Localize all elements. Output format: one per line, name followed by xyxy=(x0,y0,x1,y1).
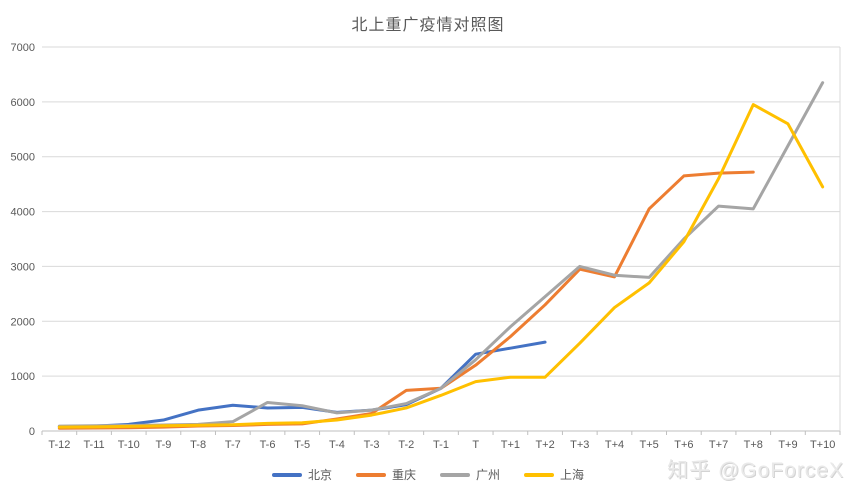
x-axis-tick-label: T-6 xyxy=(260,439,276,451)
x-axis-tick-label: T+1 xyxy=(501,439,520,451)
legend-item-chongqing: 重庆 xyxy=(355,466,416,483)
x-axis-tick-label: T+3 xyxy=(570,439,589,451)
x-axis-tick-label: T-8 xyxy=(190,439,206,451)
x-axis-tick-label: T+5 xyxy=(640,439,659,451)
legend-item-shanghai: 上海 xyxy=(524,466,584,483)
x-axis-tick-label: T-9 xyxy=(155,439,171,451)
series-line-chongqing xyxy=(57,170,755,430)
x-axis-tick-label: T-3 xyxy=(364,439,380,451)
legend-item-beijing: 北京 xyxy=(271,466,332,483)
series-line-beijing xyxy=(57,340,547,429)
x-axis-tick-label: T+9 xyxy=(778,439,797,451)
x-axis-tick-label: T-1 xyxy=(433,439,449,451)
chart-legend: 北京 重庆 广州 上海 xyxy=(0,466,856,483)
legend-swatch-guangzhou xyxy=(440,472,470,477)
legend-label-shanghai: 上海 xyxy=(560,468,585,482)
x-axis-tick-label: T-2 xyxy=(398,439,414,451)
x-axis-tick-label: T-5 xyxy=(294,439,310,451)
x-axis-tick-label: T-7 xyxy=(225,439,241,451)
x-axis-tick-label: T+10 xyxy=(810,439,835,451)
x-axis-tick-label: T-11 xyxy=(83,439,104,451)
y-axis-tick-label: 7000 xyxy=(11,42,35,54)
y-axis-tick-label: 4000 xyxy=(11,207,35,219)
legend-label-guangzhou: 广州 xyxy=(476,468,501,482)
x-axis-tick-label: T xyxy=(472,439,479,451)
x-axis-tick-label: T-10 xyxy=(118,439,140,451)
y-axis-tick-label: 5000 xyxy=(11,152,35,164)
chart-title: 北上重广疫情对照图 xyxy=(351,17,505,34)
x-axis-tick-label: T-12 xyxy=(48,439,70,451)
x-axis-tick-label: T+6 xyxy=(674,439,693,451)
legend-label-beijing: 北京 xyxy=(307,468,332,482)
x-axis-tick-label: T+4 xyxy=(605,439,624,451)
series-line-shanghai xyxy=(57,103,825,429)
series-line-guangzhou xyxy=(57,81,825,428)
legend-swatch-beijing xyxy=(271,472,302,477)
legend-label-chongqing: 重庆 xyxy=(391,468,416,482)
y-axis-tick-label: 1000 xyxy=(11,371,35,383)
y-axis-tick-label: 2000 xyxy=(11,316,35,328)
y-axis-tick-label: 3000 xyxy=(11,261,35,273)
legend-item-guangzhou: 广州 xyxy=(440,466,500,483)
x-axis-tick-label: T+7 xyxy=(709,439,728,451)
y-axis-tick-label: 0 xyxy=(29,426,35,438)
x-axis-tick-label: T-4 xyxy=(329,439,345,451)
legend-swatch-chongqing xyxy=(355,472,386,477)
y-axis-tick-label: 6000 xyxy=(11,97,35,109)
x-axis-tick-label: T+8 xyxy=(744,439,763,451)
legend-swatch-shanghai xyxy=(524,472,555,477)
x-axis-tick-label: T+2 xyxy=(535,439,554,451)
